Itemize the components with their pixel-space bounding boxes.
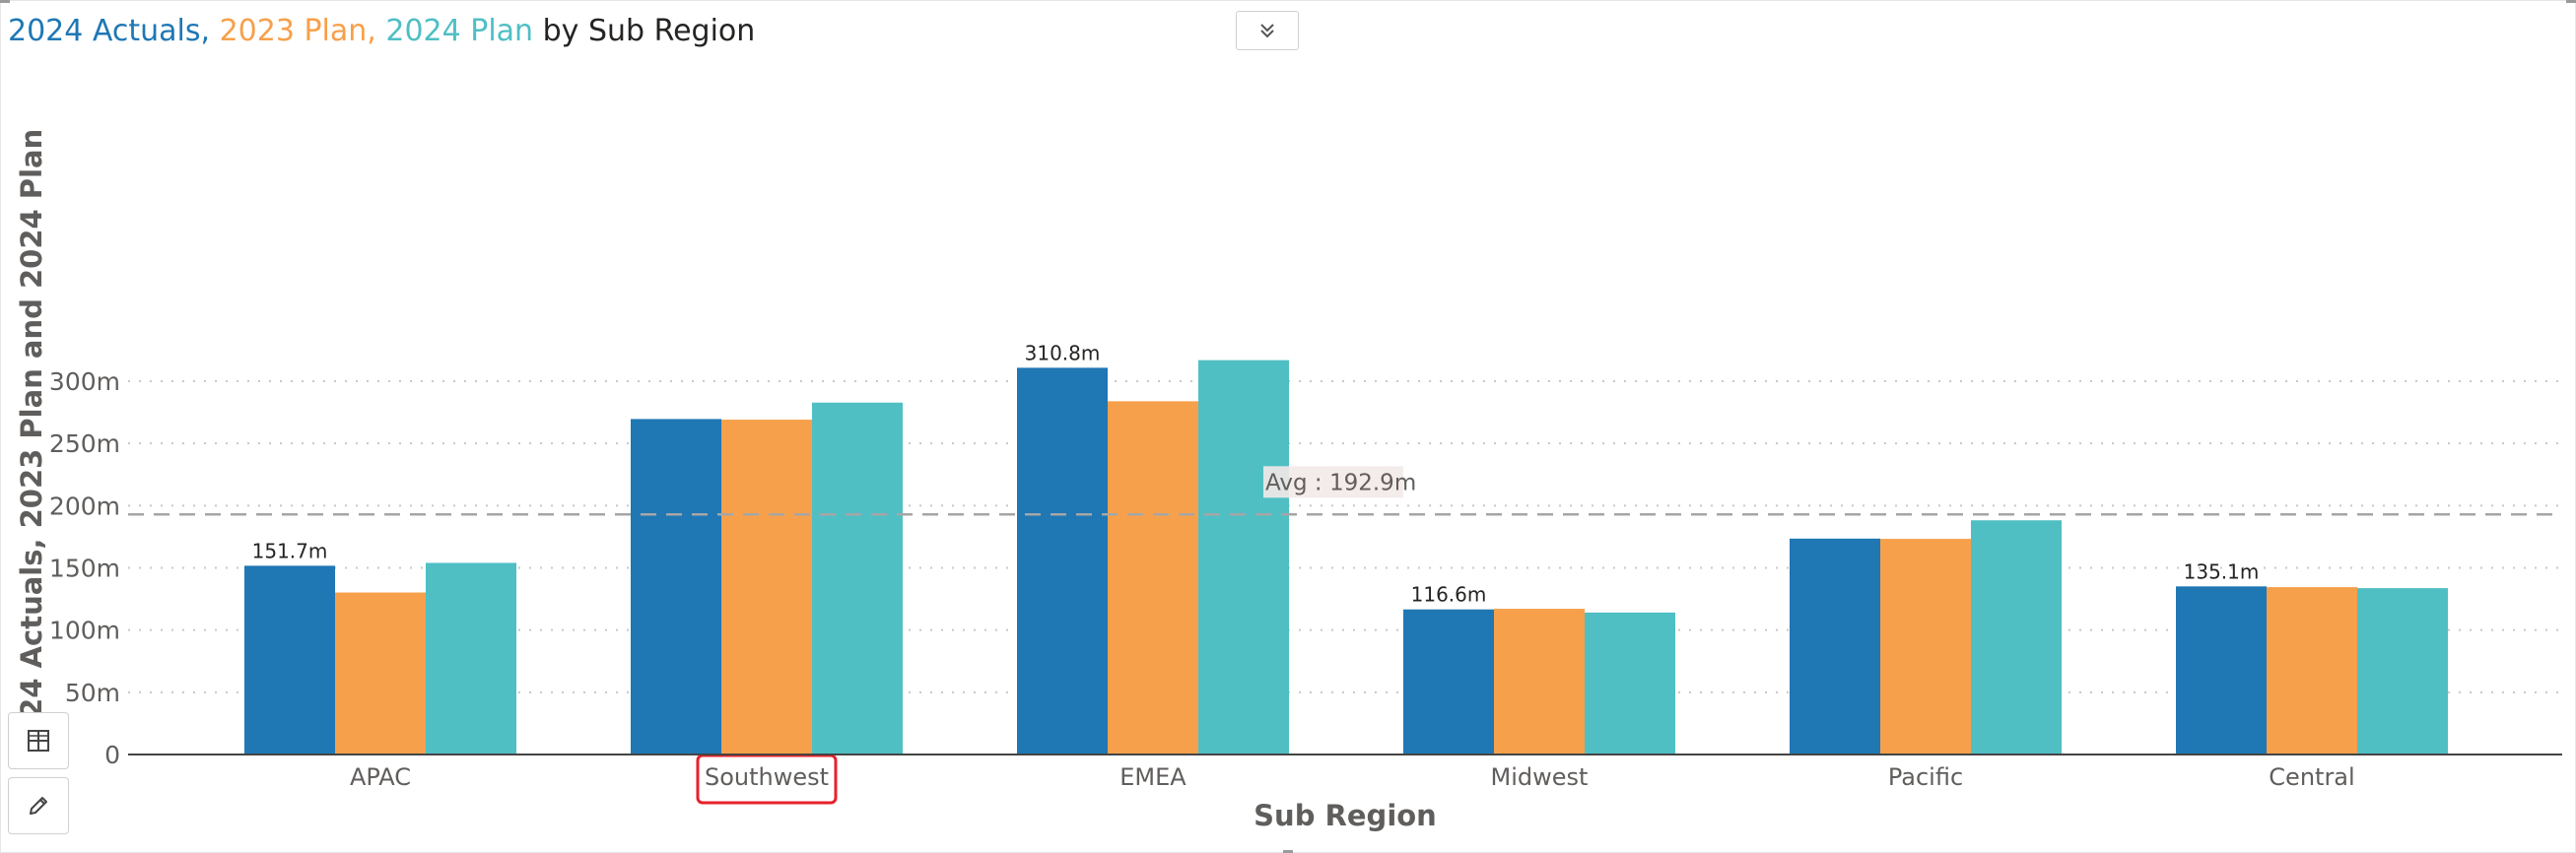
x-tick-label: Central (2269, 763, 2354, 791)
bar-2024-plan (426, 562, 516, 755)
bar-2023-plan (1108, 401, 1198, 755)
data-label: 310.8m (1025, 341, 1101, 364)
bar-2024-plan (1585, 612, 1675, 755)
y-tick-label: 50m (65, 679, 120, 707)
data-label: 116.6m (1411, 583, 1487, 607)
y-tick-label: 250m (49, 429, 120, 458)
x-tick-label: Midwest (1491, 763, 1589, 791)
bar-2023-plan (1494, 609, 1585, 755)
x-tick-label: APAC (350, 763, 411, 791)
bar-2024-plan (1971, 520, 2062, 755)
y-tick-label: 150m (49, 555, 120, 583)
bar-2024-actuals (244, 565, 335, 755)
collapse-button[interactable] (1236, 11, 1299, 50)
bar-2024-plan (1198, 360, 1289, 755)
bar-2024-actuals (1790, 538, 1880, 755)
y-tick-label: 200m (49, 492, 120, 520)
x-axis-title: Sub Region (1254, 799, 1437, 832)
chart-title: 2024 Actuals, 2023 Plan, 2024 Plan by Su… (8, 14, 755, 48)
bar-2024-actuals (2176, 586, 2267, 755)
x-tick-label: Southwest (705, 763, 829, 791)
bar-2023-plan (1880, 539, 1971, 755)
chevron-double-down-icon (1260, 24, 1274, 38)
y-tick-label: 100m (49, 617, 120, 645)
y-tick-label: 300m (49, 367, 120, 396)
bar-2024-actuals (1403, 609, 1494, 755)
average-label-bg (1263, 466, 1403, 498)
x-tick-label: Pacific (1888, 763, 1963, 791)
average-label: Avg : 192.9m (1265, 470, 1416, 495)
bar-2023-plan (335, 592, 426, 755)
bar-2023-plan (2267, 587, 2357, 755)
bar-2024-actuals (1017, 367, 1108, 755)
y-tick-label: 0 (104, 741, 120, 769)
resize-handle-bottom-center[interactable] (1283, 850, 1293, 853)
x-tick-label: EMEA (1119, 763, 1186, 791)
bar-2024-actuals (631, 419, 721, 755)
data-label: 135.1m (2184, 559, 2260, 583)
table-view-icon (28, 730, 49, 752)
bar-2024-plan (2357, 588, 2448, 755)
resize-handle-top-right[interactable] (2566, 0, 2576, 3)
title-part-by: by Sub Region (533, 14, 756, 48)
data-label: 151.7m (252, 539, 328, 562)
edit-button[interactable] (8, 777, 69, 834)
pencil-icon (30, 797, 47, 815)
title-part-actuals: 2024 Actuals, (8, 14, 220, 48)
title-part-plan-2024: 2024 Plan (385, 14, 534, 48)
y-axis-title: 2024 Actuals, 2023 Plan and 2024 Plan (15, 129, 48, 757)
resize-handle-top-left[interactable] (0, 0, 10, 3)
bar-2023-plan (721, 420, 812, 755)
title-part-plan-2023: 2023 Plan, (219, 14, 386, 48)
bar-2024-plan (812, 402, 903, 755)
table-view-button[interactable] (8, 712, 69, 769)
